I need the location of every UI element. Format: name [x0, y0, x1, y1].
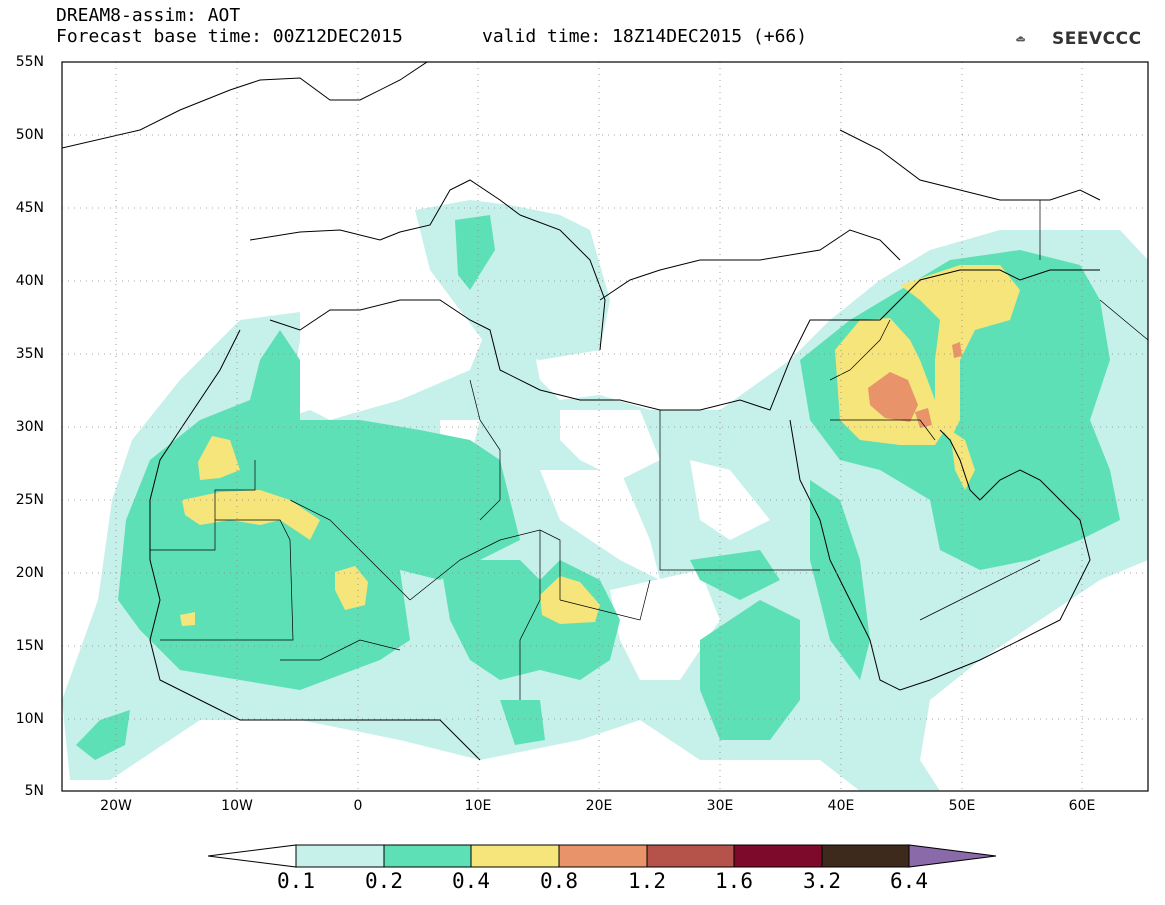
- colorbar-label: 0.4: [452, 869, 490, 893]
- colorbar-bin-3: [470, 844, 560, 868]
- valid-time: valid time: 18Z14DEC2015 (+66): [482, 26, 808, 47]
- title-line-2: Forecast base time: 00Z12DEC2015: [56, 26, 403, 47]
- colorbar-label: 3.2: [803, 869, 841, 893]
- aot-below-0.1: [265, 385, 1080, 680]
- colorbar-bin-4: [558, 844, 648, 868]
- x-tick-label: 60E: [1068, 798, 1096, 814]
- y-tick-label: 30N: [15, 419, 44, 435]
- graticule: [62, 62, 1148, 791]
- x-tick-label: 20W: [100, 798, 132, 814]
- map-frame: [61, 61, 1149, 792]
- x-tick-label: 40E: [827, 798, 855, 814]
- x-tick-label: 10E: [464, 798, 492, 814]
- y-tick-label: 55N: [15, 54, 44, 70]
- y-tick-label: 45N: [15, 200, 44, 216]
- x-tick-label: 0: [353, 798, 363, 814]
- x-tick-label: 10W: [221, 798, 253, 814]
- colorbar: [207, 844, 997, 868]
- title-line-1: DREAM8-assim: AOT: [56, 5, 241, 26]
- colorbar-high-arrow: [908, 844, 997, 868]
- cloud-logo-icon: [1016, 36, 1025, 42]
- colorbar-bin-2: [383, 844, 472, 868]
- y-tick-label: 10N: [15, 711, 44, 727]
- logo-text: SEEVCCC: [1052, 29, 1142, 49]
- y-tick-label: 20N: [15, 565, 44, 581]
- y-tick-label: 15N: [15, 638, 44, 654]
- colorbar-label: 0.2: [365, 869, 403, 893]
- colorbar-label: 1.2: [628, 869, 666, 893]
- colorbar-low-arrow: [207, 844, 297, 868]
- colorbar-bin-6: [733, 844, 823, 868]
- y-tick-label: 5N: [24, 783, 44, 799]
- colorbar-label: 6.4: [890, 869, 928, 893]
- colorbar-bin-5: [646, 844, 735, 868]
- colorbar-bin-7: [821, 844, 910, 868]
- y-tick-label: 35N: [15, 346, 44, 362]
- aot-level-0.8: [868, 342, 962, 428]
- y-tick-label: 25N: [15, 492, 44, 508]
- colorbar-bin-1: [295, 844, 385, 868]
- colorbar-label: 0.1: [277, 869, 315, 893]
- aot-level-0.2: [76, 215, 1120, 760]
- y-tick-label: 40N: [15, 273, 44, 289]
- y-tick-label: 50N: [15, 127, 44, 143]
- x-tick-label: 50E: [948, 798, 976, 814]
- country-borders: [150, 200, 1148, 700]
- x-tick-label: 30E: [706, 798, 734, 814]
- x-tick-label: 20E: [585, 798, 613, 814]
- colorbar-label: 0.8: [540, 869, 578, 893]
- colorbar-label: 1.6: [715, 869, 753, 893]
